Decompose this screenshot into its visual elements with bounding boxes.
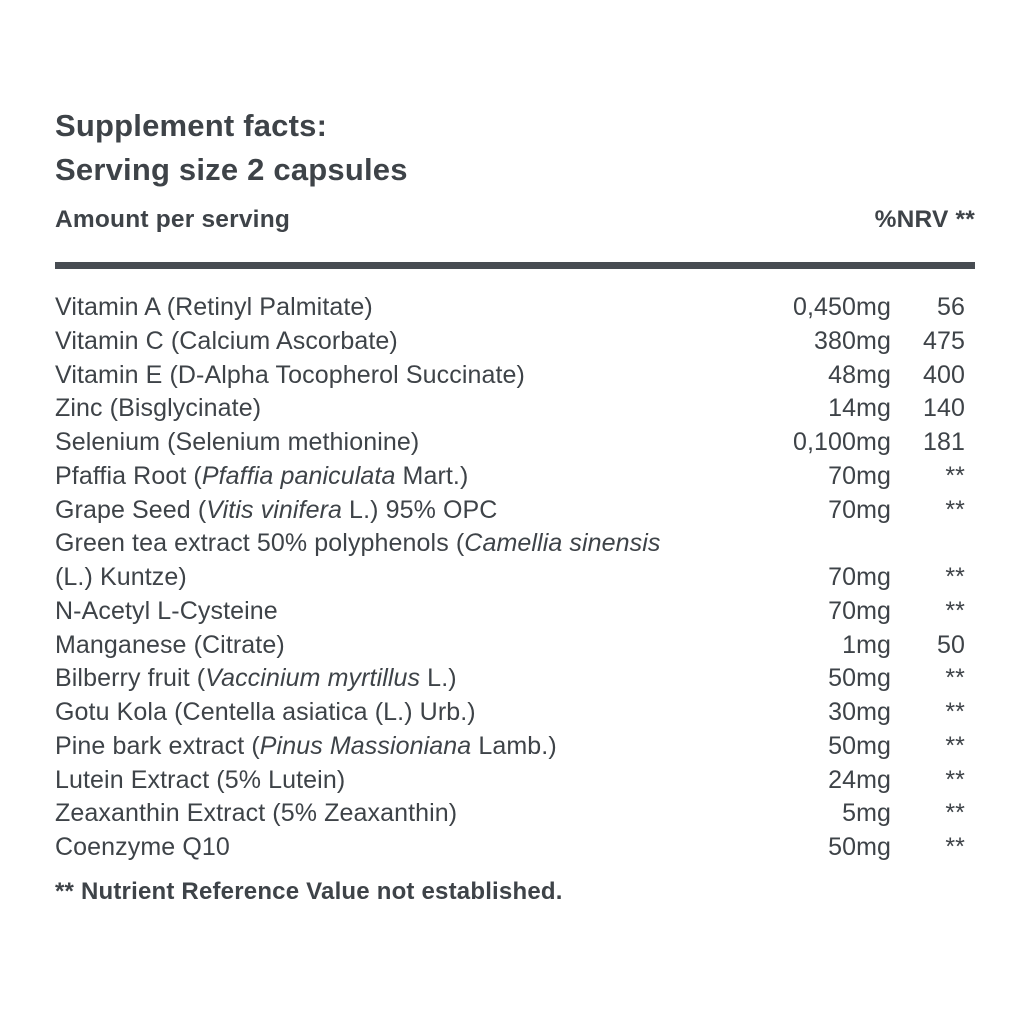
- table-row: Lutein Extract (5% Lutein) 24mg **: [55, 764, 975, 798]
- amount-column-header: Amount per serving: [55, 206, 291, 233]
- nrv-value: **: [945, 563, 965, 591]
- nrv-value: **: [945, 765, 965, 794]
- amount-value: 5mg: [842, 799, 891, 828]
- amount-value: 380mg: [814, 326, 891, 355]
- ingredient-name: Vitamin A (Retinyl Palmitate): [55, 293, 373, 321]
- table-row: Selenium (Selenium methionine) 0,100mg 181: [55, 426, 975, 460]
- amount-value: 24mg: [828, 765, 891, 794]
- table-row: Gotu Kola (Centella asiatica (L.) Urb.) 3…: [55, 696, 975, 730]
- nrv-value: 400: [922, 360, 965, 389]
- nrv-value: **: [945, 731, 965, 760]
- ingredient-name: Zeaxanthin Extract (5% Zeaxanthin): [55, 799, 458, 828]
- amount-value: 1mg: [842, 630, 891, 659]
- table-row: Vitamin A (Retinyl Palmitate) 0,450mg 56: [55, 291, 975, 325]
- nrv-value: **: [945, 596, 965, 625]
- table-row: Bilberry fruit (Vaccinium myrtillus L.) 5…: [55, 662, 975, 696]
- label-title: Supplement facts: Serving size 2 capsule…: [55, 104, 975, 192]
- amount-value: 48mg: [828, 360, 891, 389]
- table-row: Green tea extract 50% polyphenols (Camel…: [55, 527, 975, 595]
- amount-value: 70mg: [828, 461, 891, 490]
- ingredient-name: Green tea extract 50% polyphenols (Camel…: [55, 529, 661, 591]
- table-row: Vitamin C (Calcium Ascorbate) 380mg 475: [55, 325, 975, 359]
- amount-value: 70mg: [828, 495, 891, 524]
- ingredient-name: Gotu Kola (Centella asiatica (L.) Urb.): [55, 698, 476, 726]
- ingredient-name: N-Acetyl L-Cysteine: [55, 596, 278, 625]
- ingredient-name: Zinc (Bisglycinate): [55, 394, 262, 423]
- facts-table: Vitamin A (Retinyl Palmitate) 0,450mg 56 Vi…: [55, 291, 975, 865]
- table-row: Vitamin E (D-Alpha Tocopherol Succinate)…: [55, 359, 975, 393]
- table-row: Pine bark extract (Pinus Massioniana Lam…: [55, 730, 975, 764]
- ingredient-name: Pine bark extract (Pinus Massioniana Lam…: [55, 731, 557, 760]
- table-row: Coenzyme Q10 50mg **: [55, 831, 975, 865]
- amount-value: 0,450mg: [793, 293, 891, 321]
- nrv-value: 181: [922, 428, 965, 456]
- table-row: Zeaxanthin Extract (5% Zeaxanthin) 5mg **: [55, 797, 975, 831]
- ingredient-name: Lutein Extract (5% Lutein): [55, 765, 346, 794]
- nrv-value: **: [945, 664, 965, 693]
- supplement-label: Supplement facts: Serving size 2 capsule…: [55, 0, 975, 908]
- nrv-value: **: [945, 833, 965, 861]
- table-row: Grape Seed (Vitis vinifera L.) 95% OPC 70…: [55, 494, 975, 528]
- footnote: ** Nutrient Reference Value not establis…: [55, 877, 563, 905]
- ingredient-name: Selenium (Selenium methionine): [55, 428, 420, 456]
- ingredient-name: Grape Seed (Vitis vinifera L.) 95% OPC: [55, 495, 498, 524]
- table-row: Pfaffia Root (Pfaffia paniculata Mart.) 7…: [55, 460, 975, 494]
- amount-value: 0,100mg: [793, 428, 891, 456]
- title-line-2: Serving size 2 capsules: [55, 152, 408, 187]
- nrv-value: **: [945, 698, 965, 726]
- ingredient-name: Coenzyme Q10: [55, 833, 230, 861]
- ingredient-name: Pfaffia Root (Pfaffia paniculata Mart.): [55, 461, 469, 490]
- nrv-value: 475: [922, 326, 965, 355]
- amount-value: 70mg: [828, 596, 891, 625]
- amount-value: 50mg: [828, 664, 891, 693]
- nrv-column-header: %NRV **: [874, 206, 975, 233]
- ingredient-name: Bilberry fruit (Vaccinium myrtillus L.): [55, 664, 457, 693]
- table-row: Manganese (Citrate) 1mg 50: [55, 629, 975, 663]
- ingredient-name: Vitamin C (Calcium Ascorbate): [55, 326, 398, 355]
- nrv-value: 56: [936, 293, 965, 321]
- divider-rule: [55, 262, 975, 269]
- amount-value: 70mg: [828, 563, 891, 591]
- title-line-1: Supplement facts:: [55, 108, 328, 143]
- nrv-value: **: [945, 495, 965, 524]
- amount-value: 14mg: [828, 394, 891, 423]
- amount-value: 50mg: [828, 833, 891, 861]
- ingredient-name: Manganese (Citrate): [55, 630, 285, 659]
- amount-value: 50mg: [828, 731, 891, 760]
- table-row: Zinc (Bisglycinate) 14mg 140: [55, 392, 975, 426]
- amount-value: 30mg: [828, 698, 891, 726]
- nrv-value: **: [945, 461, 965, 490]
- nrv-value: **: [945, 799, 965, 828]
- nrv-value: 50: [936, 630, 965, 659]
- table-row: N-Acetyl L-Cysteine 70mg **: [55, 595, 975, 629]
- column-header-row: Amount per serving %NRV **: [55, 206, 975, 234]
- nrv-value: 140: [922, 394, 965, 423]
- ingredient-name: Vitamin E (D-Alpha Tocopherol Succinate): [55, 360, 525, 389]
